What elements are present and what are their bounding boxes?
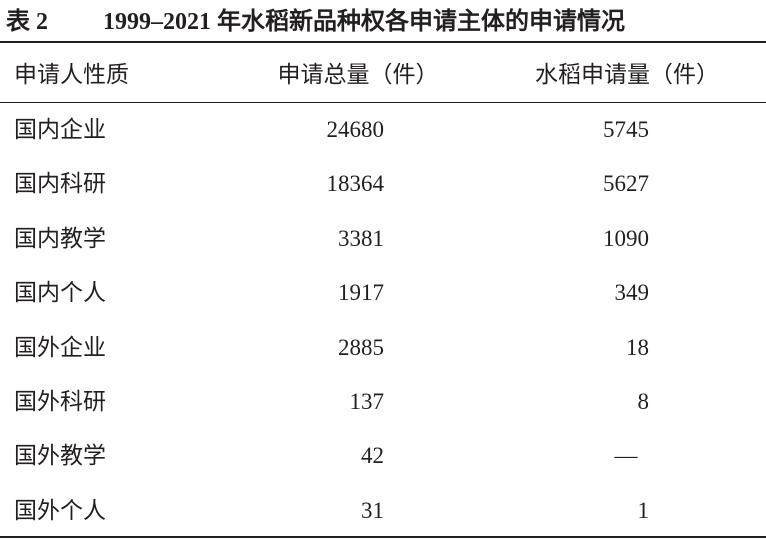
row-label: 国内企业 xyxy=(14,117,106,142)
cell: 24680 xyxy=(326,117,385,142)
cell: 1090 xyxy=(603,225,649,251)
cell: 31 xyxy=(361,497,384,523)
row-label: 国外个人 xyxy=(14,497,106,523)
header-rule xyxy=(0,102,766,103)
cell: — xyxy=(614,443,638,469)
table-label: 表 2 xyxy=(6,9,48,35)
cell: 3381 xyxy=(338,225,384,251)
row-label: 国外企业 xyxy=(14,334,106,360)
header-cell: 水稻申请量（件） xyxy=(535,62,719,87)
cell: 8 xyxy=(637,389,650,414)
header-cell: 申请总量（件） xyxy=(277,62,439,87)
cell: 18364 xyxy=(326,171,385,197)
row-label: 国外教学 xyxy=(14,443,106,469)
row-label: 国内科研 xyxy=(14,171,106,197)
cell: 5627 xyxy=(603,171,649,197)
bottom-rule xyxy=(0,536,766,538)
row-label: 国内教学 xyxy=(14,225,106,251)
table-title: 1999–2021 年水稻新品种权各申请主体的申请情况 xyxy=(103,9,625,35)
cell: 349 xyxy=(614,280,650,306)
cell: 2885 xyxy=(338,334,384,360)
cell: 5745 xyxy=(603,117,649,142)
header-cell: 申请人性质 xyxy=(14,62,129,87)
cell: 42 xyxy=(361,443,384,469)
cell: 137 xyxy=(349,389,385,414)
cell: 1 xyxy=(637,497,650,523)
row-label: 国内个人 xyxy=(14,280,106,306)
top-rule xyxy=(0,41,766,43)
cell: 18 xyxy=(626,334,649,360)
row-label: 国外科研 xyxy=(14,389,106,414)
cell: 1917 xyxy=(338,280,384,306)
